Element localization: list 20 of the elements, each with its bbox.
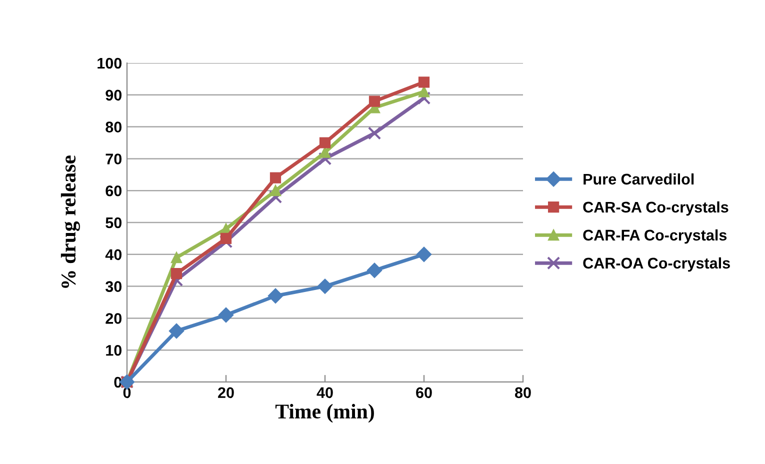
y-tick-label: 100 [98, 58, 122, 69]
y-tick-label: 20 [106, 313, 122, 324]
y-tick-label: 10 [106, 344, 122, 356]
x-tick-label: 60 [416, 387, 432, 398]
y-tick-label: 90 [106, 90, 122, 101]
y-tick-label: 40 [105, 249, 122, 260]
y-axis-title: % drug release [60, 156, 80, 288]
x-tick-label: 40 [316, 387, 333, 398]
legend-label: CAR-FA Co-crystals [583, 229, 727, 244]
y-tick-label: 70 [106, 154, 122, 164]
x-tick-label: 80 [514, 387, 531, 398]
y-tick-label: 30 [106, 281, 122, 292]
legend-label: CAR-OA Co-crystals [583, 257, 730, 272]
legend-label: Pure Carvedilol [584, 173, 694, 185]
x-tick-label: 20 [218, 387, 234, 398]
x-axis-title: Time (min) [275, 404, 374, 423]
y-tick-label: 50 [106, 217, 122, 228]
y-tick-label: 60 [106, 185, 122, 196]
legend-label: CAR-SA Co-crystals [583, 201, 728, 216]
y-tick-label: 80 [106, 122, 122, 132]
